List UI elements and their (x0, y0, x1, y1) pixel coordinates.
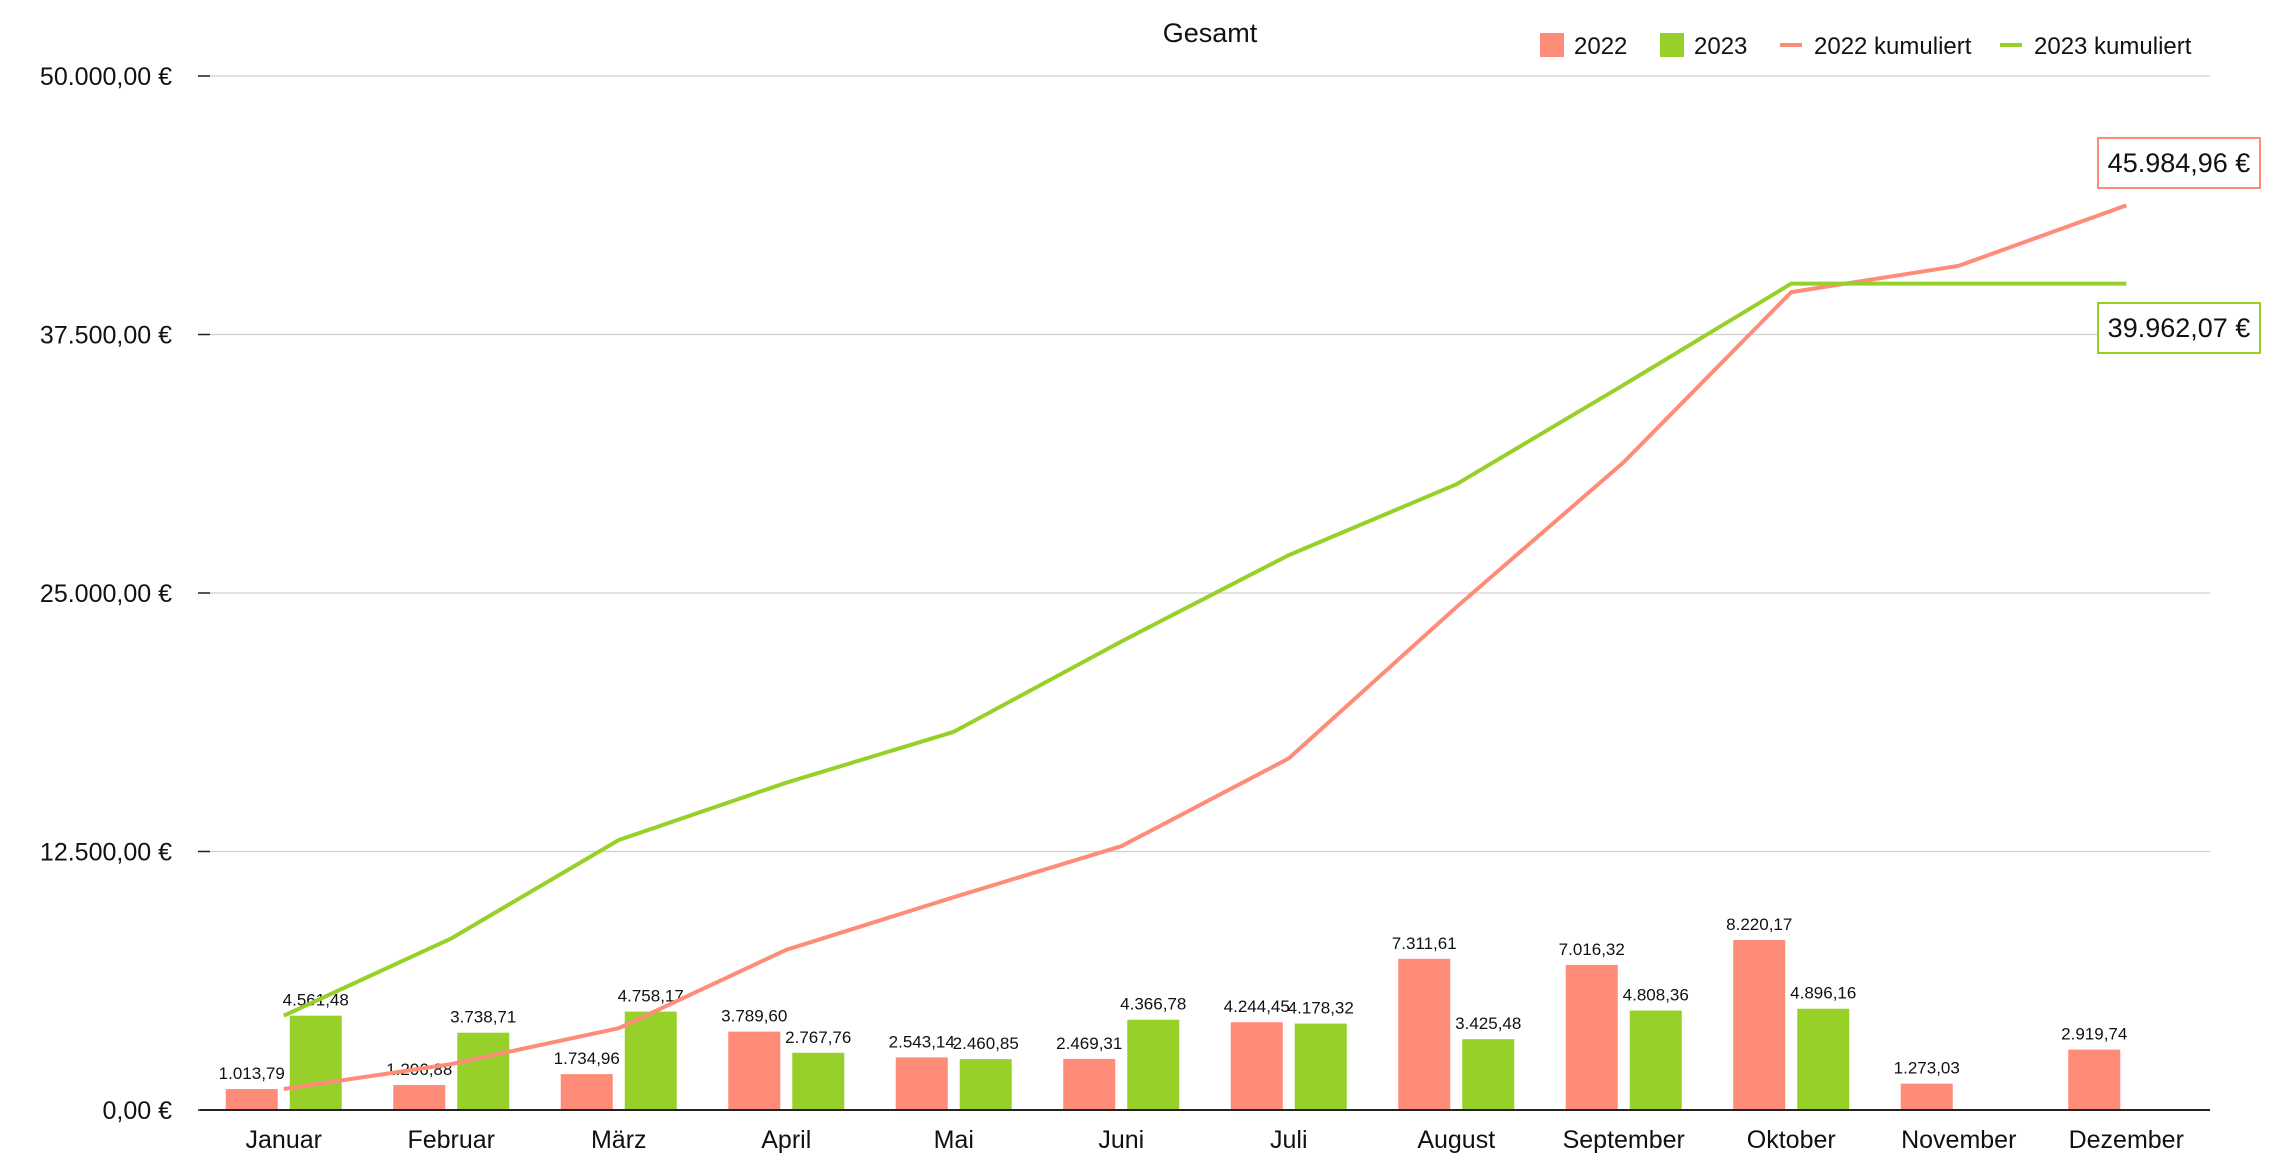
bar-data-label: 4.758,17 (618, 987, 684, 1006)
bar-2022 (1063, 1058, 1116, 1110)
x-tick-label: Oktober (1747, 1126, 1836, 1154)
bar-data-label: 1.273,03 (1894, 1059, 1960, 1078)
bar-2022 (1900, 1083, 1953, 1110)
bar-2023 (792, 1052, 845, 1110)
x-tick-label: Juni (1098, 1126, 1144, 1154)
bar-data-label: 3.738,71 (450, 1008, 516, 1027)
bar-2023 (457, 1032, 510, 1110)
bar-2022 (895, 1057, 948, 1110)
x-tick-label: August (1417, 1126, 1495, 1154)
bar-2022 (1398, 958, 1451, 1110)
y-tick-label: 25.000,00 € (40, 580, 172, 608)
bar-data-label: 4.808,36 (1623, 986, 1689, 1005)
bar-data-label: 2.543,14 (889, 1032, 955, 1051)
x-axis: Januar Februar März April Mai Juni Juli August S… (200, 1109, 2210, 1154)
bar-2022 (1565, 964, 1618, 1110)
legend-swatch (1540, 33, 1564, 57)
bar-2022 (1230, 1022, 1283, 1110)
bar-2023 (624, 1011, 677, 1110)
bar-data-label: 2.460,85 (953, 1034, 1019, 1053)
x-tick-label: Januar (246, 1126, 322, 1154)
bar-2023 (959, 1059, 1012, 1110)
y-tick-label: 37.500,00 € (40, 322, 172, 350)
bar-2023 (1294, 1023, 1347, 1110)
bar-data-label: 3.789,60 (721, 1007, 787, 1026)
bar-2022 (225, 1089, 278, 1110)
bar-data-label: 2.767,76 (785, 1028, 851, 1047)
bar-2022 (393, 1085, 446, 1110)
bar-data-label: 2.469,31 (1056, 1034, 1122, 1053)
bar-data-label: 2.919,74 (2061, 1025, 2127, 1044)
bar-2022 (1733, 940, 1786, 1110)
legend-label: 2023 kumuliert (2034, 33, 2192, 60)
legend-swatch (1660, 33, 1684, 57)
bar-data-label: 1.013,79 (219, 1064, 285, 1083)
bar-data-label: 8.220,17 (1726, 915, 1792, 934)
bar-2023 (289, 1015, 342, 1110)
x-tick-label: März (591, 1126, 647, 1154)
x-tick-label: Februar (407, 1126, 495, 1154)
chart-title: Gesamt (1163, 18, 1258, 48)
legend: 2022 2023 2022 kumuliert 2023 kumuliert (1540, 33, 2192, 60)
line-2023-kumuliert (282, 281, 2127, 1018)
x-tick-label: Mai (934, 1126, 974, 1154)
value-callout-box (2097, 137, 2261, 189)
bar-data-label: 4.366,78 (1120, 995, 1186, 1014)
callouts: 45.984,96 € 39.962,07 € (2097, 137, 2261, 354)
bar-2023 (1797, 1008, 1850, 1110)
bar-2023 (1629, 1010, 1682, 1110)
legend-label: 2022 (1574, 33, 1627, 60)
bar-2022 (728, 1031, 781, 1110)
bar-2022 (2068, 1049, 2121, 1110)
bar-data-label: 7.311,61 (1392, 934, 1457, 953)
lines (282, 203, 2127, 1091)
y-tick-label: 50.000,00 € (40, 63, 172, 91)
x-tick-label: September (1563, 1126, 1685, 1154)
bar-2022 (560, 1074, 613, 1110)
bar-data-label: 7.016,32 (1559, 940, 1625, 959)
y-tick-label: 0,00 € (102, 1097, 172, 1125)
bars: 1.013,79 1.206,881.734,963.789,602.543,14… (219, 915, 2127, 1110)
value-callout-text: 39.962,07 € (2108, 313, 2251, 343)
x-tick-label: April (761, 1126, 811, 1154)
x-tick-label: Juli (1270, 1126, 1308, 1154)
y-tick-label: 12.500,00 € (40, 839, 172, 867)
x-tick-label: November (1901, 1126, 2016, 1154)
bar-data-label: 4.244,45 (1224, 997, 1290, 1016)
bar-2023 (1462, 1039, 1515, 1110)
grid (200, 75, 2210, 853)
legend-label: 2022 kumuliert (1814, 33, 1972, 60)
bar-2023 (1127, 1019, 1180, 1110)
y-axis: 0,00 € 12.500,00 € 25.000,00 € 37.500,00 € 5… (40, 63, 210, 1125)
legend-label: 2023 (1694, 33, 1747, 60)
bar-data-label: 4.178,32 (1288, 999, 1354, 1018)
bar-data-label: 1.734,96 (554, 1049, 620, 1068)
value-callout-box (2097, 302, 2261, 354)
bar-data-label: 4.896,16 (1790, 984, 1856, 1003)
line-2022-kumuliert (283, 203, 2127, 1091)
bar-data-label: 3.425,48 (1455, 1014, 1521, 1033)
value-callout-text: 45.984,96 € (2108, 148, 2251, 178)
x-tick-label: Dezember (2069, 1126, 2184, 1154)
